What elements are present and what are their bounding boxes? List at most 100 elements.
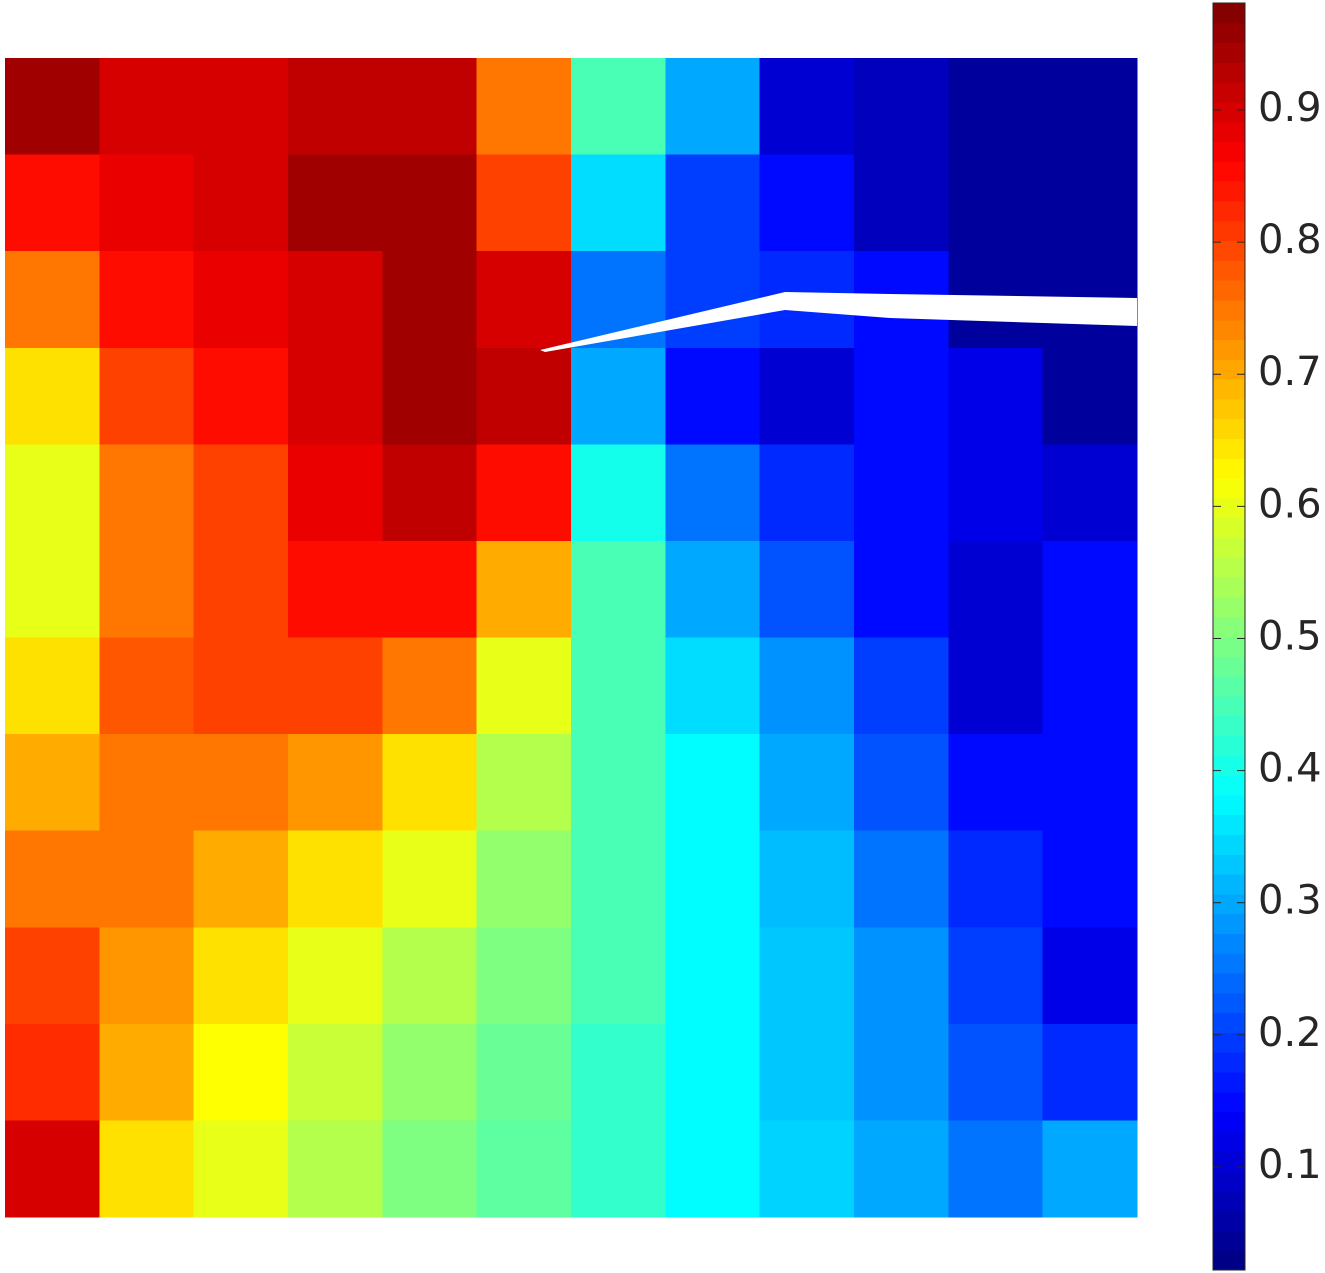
cell <box>288 444 383 542</box>
colorbar-step <box>1213 735 1245 756</box>
cell <box>382 927 478 1025</box>
colorbar-step <box>1213 636 1245 657</box>
colorbar-step <box>1213 1091 1245 1113</box>
cell <box>759 154 855 252</box>
cell <box>5 1023 100 1121</box>
cell <box>193 734 289 832</box>
colorbar-step <box>1213 280 1245 301</box>
cell <box>571 444 666 542</box>
cell <box>382 1120 478 1218</box>
cell <box>288 1023 383 1121</box>
cell <box>665 734 761 832</box>
cell <box>193 1023 289 1121</box>
cell <box>5 927 100 1025</box>
cell <box>288 637 383 735</box>
colorbar-step <box>1213 1111 1245 1132</box>
colorbar-step <box>1213 656 1245 677</box>
cell <box>5 830 100 928</box>
cell <box>476 444 572 542</box>
cell <box>759 927 855 1025</box>
colorbar-step <box>1213 1012 1245 1033</box>
colorbar-step <box>1213 438 1245 459</box>
cell <box>382 444 478 542</box>
colorbar-step <box>1213 1131 1245 1152</box>
cell <box>854 637 949 735</box>
cell <box>476 58 572 156</box>
cell <box>99 251 195 349</box>
colorbar-step <box>1213 319 1245 341</box>
cell <box>1042 540 1138 638</box>
colorbar-tick-label: 0.2 <box>1258 1010 1322 1056</box>
cell <box>571 637 666 735</box>
colorbar-step <box>1213 220 1245 242</box>
cell <box>99 637 195 735</box>
colorbar-step <box>1213 1171 1245 1192</box>
colorbar-tick-label: 0.3 <box>1258 878 1322 924</box>
colorbar-step <box>1213 1210 1245 1231</box>
cell <box>759 1023 855 1121</box>
colorbar-step <box>1213 82 1245 103</box>
cell <box>948 347 1044 445</box>
cell <box>193 540 289 638</box>
cell <box>99 830 195 928</box>
colorbar-step <box>1213 458 1245 479</box>
colorbar-tick-label: 0.7 <box>1258 349 1322 395</box>
cell <box>571 830 666 928</box>
colorbar-step <box>1213 101 1245 123</box>
cell <box>948 1120 1044 1218</box>
cell <box>948 58 1044 156</box>
cell <box>5 251 100 349</box>
colorbar-step <box>1213 1230 1245 1251</box>
cell <box>5 637 100 735</box>
cell <box>288 154 383 252</box>
cell <box>1042 444 1138 542</box>
cell <box>382 58 478 156</box>
colorbar-step <box>1213 398 1245 420</box>
cell <box>948 444 1044 542</box>
cell <box>665 154 761 252</box>
cell <box>854 58 949 156</box>
cell <box>193 1120 289 1218</box>
cell <box>948 540 1044 638</box>
colorbar-step <box>1213 577 1245 598</box>
cell <box>854 540 949 638</box>
colorbar-step <box>1213 478 1245 499</box>
colorbar-step <box>1213 299 1245 321</box>
colorbar-tick-label: 0.6 <box>1258 481 1322 527</box>
cell <box>193 347 289 445</box>
cell <box>854 1023 949 1121</box>
cell <box>1042 58 1138 156</box>
colorbar-tick-label: 0.8 <box>1258 217 1322 263</box>
colorbar-step <box>1213 22 1245 44</box>
cell <box>193 444 289 542</box>
cell <box>382 734 478 832</box>
colorbar-tick-label: 0.9 <box>1258 85 1322 131</box>
cell <box>948 734 1044 832</box>
cell <box>1042 1023 1138 1121</box>
cell <box>193 251 289 349</box>
cell <box>99 1120 195 1218</box>
cell <box>476 734 572 832</box>
cell <box>854 1120 949 1218</box>
colorbar-step <box>1213 1151 1245 1172</box>
cell <box>948 927 1044 1025</box>
cell <box>948 1023 1044 1121</box>
cell <box>5 444 100 542</box>
cell <box>759 58 855 156</box>
cell <box>571 58 666 156</box>
colorbar-frame <box>1212 2 1246 1271</box>
cell <box>5 347 100 445</box>
cell <box>759 637 855 735</box>
cell <box>5 540 100 638</box>
cell <box>288 1120 383 1218</box>
colorbar-step <box>1213 814 1245 835</box>
cell <box>948 154 1044 252</box>
cell <box>1042 830 1138 928</box>
colorbar-step <box>1213 715 1245 736</box>
cell <box>665 830 761 928</box>
cell <box>382 1023 478 1121</box>
cell <box>665 251 761 349</box>
colorbar-step <box>1213 992 1245 1014</box>
cell <box>1042 347 1138 445</box>
cell <box>288 58 383 156</box>
